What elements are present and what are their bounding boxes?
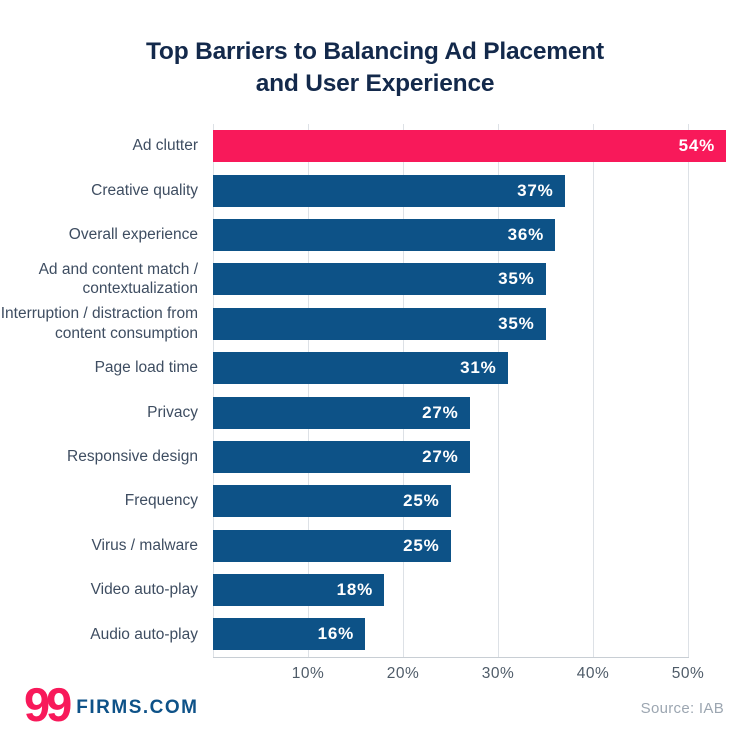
bar: 36% [213,218,555,251]
x-tick-label: 20% [386,665,420,682]
chart-title-line-2: and User Experience [255,70,495,98]
category-label: Privacy [147,403,198,421]
bar-value-label: 54% [678,136,715,156]
bar-value-label: 18% [336,580,373,600]
bar-row: Page load time 31% [0,346,750,390]
category-label: Frequency [124,492,198,510]
bar: 35% [213,263,546,296]
bar: 35% [213,307,546,340]
bar-value-label: 35% [498,313,535,333]
bar-row: Privacy 27% [0,390,750,434]
x-tick-label: 50% [671,665,705,682]
bar: 37% [213,174,565,207]
bar-rows: Ad clutter 54% Creative quality 37% Overall … [0,124,750,657]
x-axis: 10% 20% 30% 40% 50% [213,657,704,688]
bar-value-label: 25% [403,535,440,555]
chart-title: Top Barriers to Balancing Ad Placement a… [0,36,750,101]
bar-row: Ad and content match / contextualization… [0,257,750,301]
bar-value-label: 35% [498,269,535,289]
bar-value-label: 27% [422,446,459,466]
bar-value-label: 31% [460,358,497,378]
bar: 18% [213,574,384,607]
bar-highlighted: 54% [213,130,726,163]
category-label: Responsive design [67,448,198,466]
bar-row: Virus / malware 25% [0,524,750,568]
bar-value-label: 36% [507,224,544,244]
logo-firms-text: FIRMS.COM [76,697,199,718]
bar: 31% [213,352,508,385]
x-tick-label: 10% [291,665,325,682]
category-label: Page load time [94,359,198,377]
bar-value-label: 37% [517,180,554,200]
x-tick-label: 30% [481,665,515,682]
x-tick-label: 40% [576,665,610,682]
chart-title-line-1: Top Barriers to Balancing Ad Placement [145,38,604,65]
logo-99-mark: 99 [24,678,72,731]
category-label: Virus / malware [91,536,198,554]
bar-row: Responsive design 27% [0,435,750,479]
bar-value-label: 25% [403,491,440,511]
category-label: Creative quality [91,181,198,199]
bar-value-label: 16% [317,624,354,644]
category-label: Audio auto-play [90,625,198,643]
category-label: Ad and content match / contextualization [38,260,198,298]
category-label: Ad clutter [132,137,198,155]
bar-row: Interruption / distraction from content … [0,302,750,346]
bar: 27% [213,396,470,429]
bar-row: Overall experience 36% [0,213,750,257]
bar-row: Frequency 25% [0,479,750,523]
bar: 25% [213,529,451,562]
bar-row: Video auto-play 18% [0,568,750,612]
bar-row: Audio auto-play 16% [0,612,750,656]
bar: 25% [213,485,451,518]
category-label: Interruption / distraction from content … [0,304,198,342]
bar-row: Creative quality 37% [0,168,750,212]
category-label: Overall experience [68,226,198,244]
source-label: Source: IAB [640,700,724,717]
bar-chart: Ad clutter 54% Creative quality 37% Overall … [0,124,750,682]
bar-value-label: 27% [422,402,459,422]
bar-row: Ad clutter 54% [0,124,750,168]
brand-logo: 99 FIRMS.COM [24,681,199,728]
bar: 27% [213,440,470,473]
category-label: Video auto-play [90,581,198,599]
bar: 16% [213,618,365,651]
